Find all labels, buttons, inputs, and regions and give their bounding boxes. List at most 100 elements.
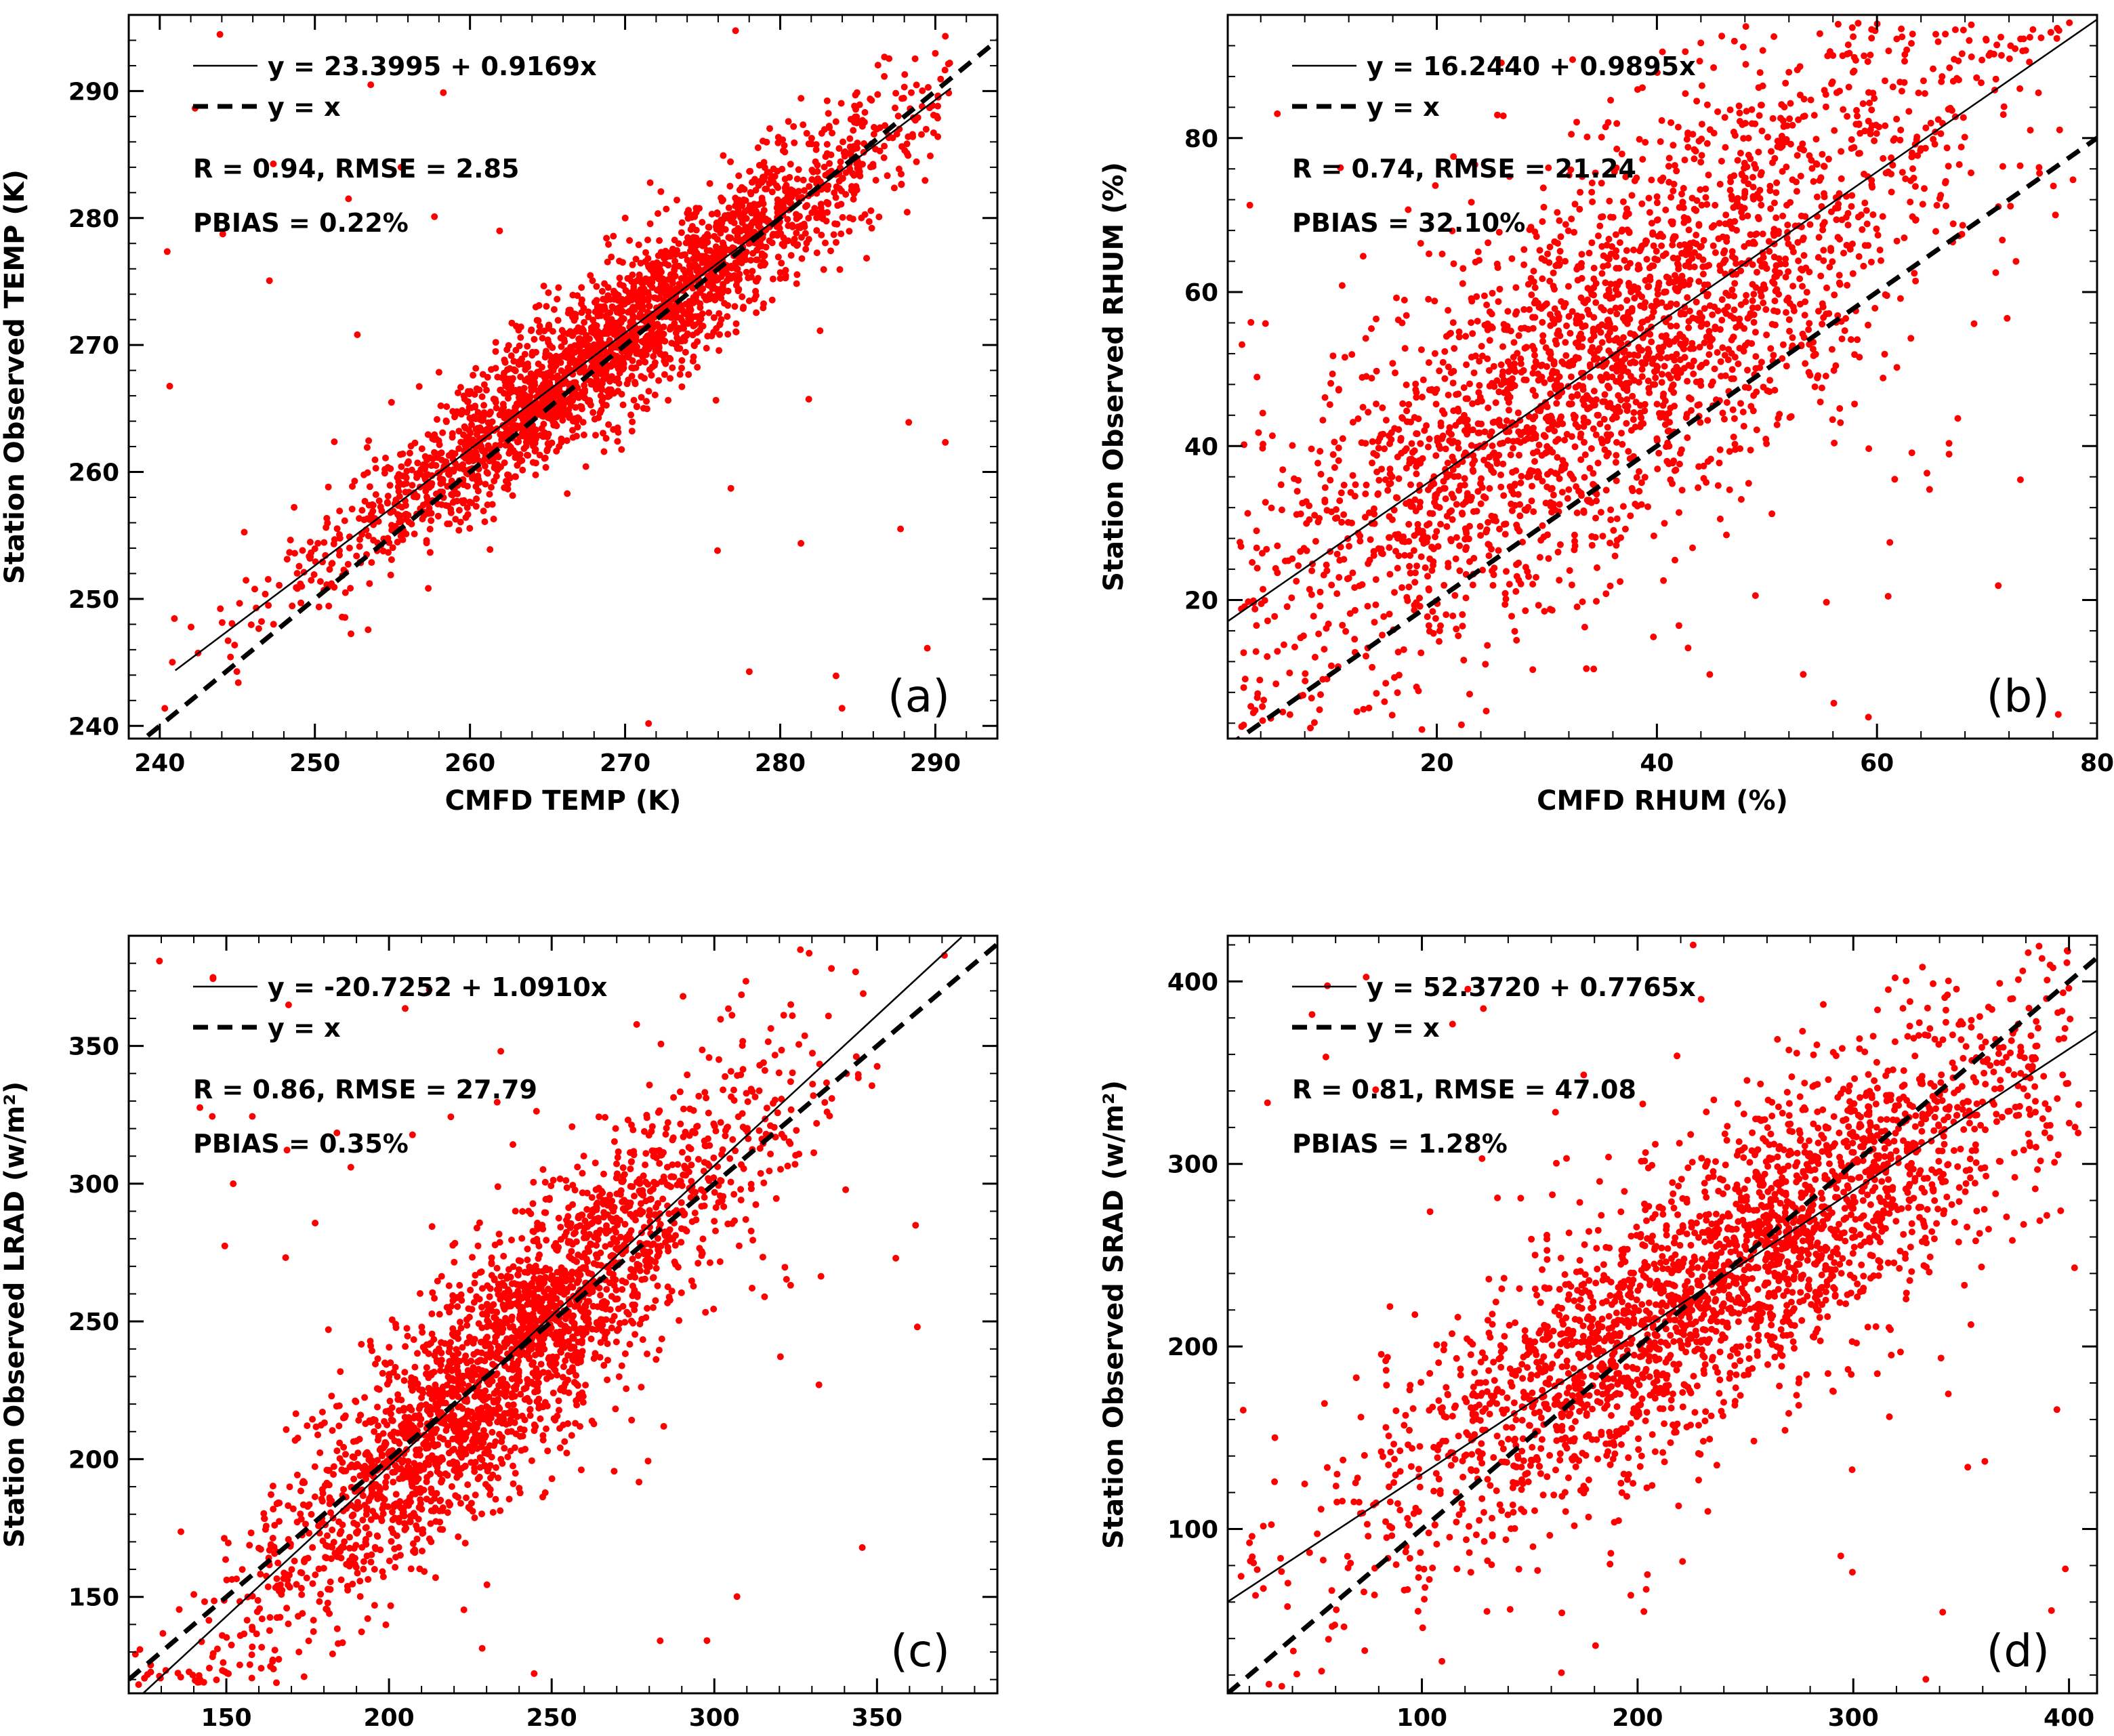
data-point [941,66,949,74]
data-point [1871,304,1879,312]
data-point [1933,202,1941,209]
data-point [812,158,819,165]
data-point [540,283,547,290]
data-point [358,531,366,538]
data-point [2012,257,2020,265]
data-point [581,337,587,345]
data-point [1822,373,1829,379]
data-point [286,549,293,556]
data-point [1321,498,1329,505]
data-point [801,187,808,194]
data-point [1335,574,1343,581]
data-point [1368,325,1375,332]
data-point [1737,400,1744,407]
data-point [1584,296,1592,304]
data-point [1867,126,1874,133]
data-point [532,446,539,453]
data-point [1543,363,1550,370]
data-point [1741,177,1748,184]
data-point [1407,569,1414,577]
data-point [1670,187,1677,194]
data-point [629,365,637,372]
data-point [348,630,354,638]
data-point [578,284,585,291]
data-point [306,539,314,545]
data-point [1788,244,1796,251]
data-point [559,352,566,359]
data-point [324,519,331,526]
data-point [297,599,305,606]
data-point [1630,453,1637,460]
data-point [480,508,487,515]
data-point [1819,321,1826,328]
data-point [1655,449,1663,457]
data-point [1417,240,1424,247]
data-point [1425,295,1432,303]
data-point [1816,30,1823,37]
data-point [1307,724,1314,732]
data-point [1622,213,1630,220]
data-point [1362,490,1369,497]
data-point [1490,571,1497,579]
data-point [1589,198,1596,205]
data-point [1848,145,1855,152]
data-point [408,466,415,474]
data-point [1531,458,1538,465]
data-point [656,237,663,244]
data-point [1483,302,1491,308]
data-point [1598,270,1606,277]
data-point [1750,291,1758,298]
data-point [1365,409,1372,416]
data-point [636,271,643,278]
data-point [1473,293,1480,300]
data-point [1968,53,1975,60]
data-point [1664,439,1672,447]
data-point [1458,510,1466,517]
data-point [1837,419,1844,426]
data-point [1545,164,1552,171]
data-point [1871,137,1878,144]
data-point [1539,522,1546,529]
data-point [1695,222,1703,229]
data-point [1529,369,1537,377]
data-point [1785,268,1792,275]
data-point [1373,468,1381,476]
data-point [1597,329,1604,336]
data-point [1283,603,1291,611]
data-point [832,118,840,125]
data-point [554,387,562,394]
data-point [697,304,704,311]
data-point [310,571,318,578]
data-point [1806,221,1814,228]
data-point [454,389,461,396]
data-point [1911,183,1919,190]
data-point [1575,381,1583,389]
data-point [524,452,532,459]
data-point [1627,373,1634,380]
data-point [341,517,348,524]
data-point [1395,475,1403,482]
data-point [731,228,739,234]
data-point [1580,418,1588,426]
data-point-outlier [863,255,870,262]
data-point [1489,442,1496,449]
data-point [564,490,571,497]
data-point [1806,152,1813,159]
data-point [1907,199,1914,206]
data-point [1338,489,1345,497]
data-point [701,234,709,241]
data-point [472,365,480,372]
data-point [524,360,531,367]
data-point [1598,180,1605,187]
data-point [1327,476,1334,484]
data-point [620,315,627,323]
data-point [739,293,746,300]
data-point [1417,649,1425,657]
panel-a: 240 250 260 270 280 290240250260270280290CMFD… [0,14,999,817]
data-point [1607,516,1615,524]
data-point [300,569,308,576]
data-point [486,445,494,453]
data-point [2052,211,2059,219]
data-point [366,580,373,587]
data-point [706,291,713,298]
